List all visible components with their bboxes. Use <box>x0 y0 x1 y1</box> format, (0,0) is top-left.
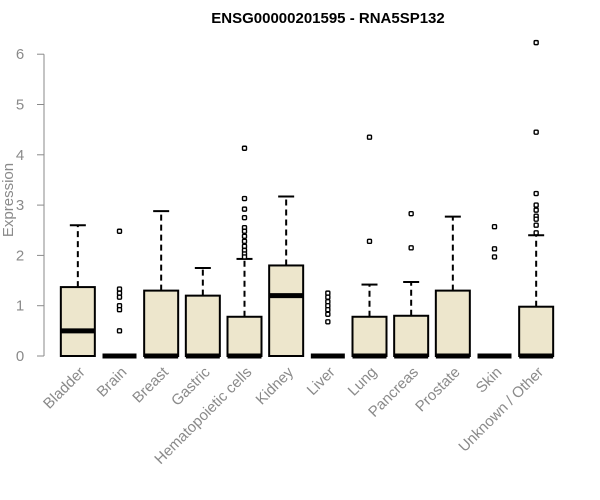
chart-title: ENSG00000201595 - RNA5SP132 <box>211 10 444 27</box>
outlier-point <box>366 238 373 245</box>
outlier-point <box>241 228 248 234</box>
outlier-point <box>325 307 331 313</box>
outlier-point <box>116 294 123 300</box>
box-body <box>434 289 471 357</box>
y-tick-label: 3 <box>16 197 24 214</box>
y-tick-label: 4 <box>16 147 24 164</box>
box-series <box>59 39 555 359</box>
box-body <box>351 315 388 357</box>
outlier-point <box>116 307 123 313</box>
y-tick-label: 2 <box>16 247 24 264</box>
box-body <box>143 289 180 357</box>
outlier-point <box>241 233 248 239</box>
x-tick-label: Skin <box>473 364 506 397</box>
outlier-point <box>325 294 331 300</box>
outlier-point <box>408 210 414 217</box>
outlier-point <box>491 254 498 260</box>
box-unknown-other <box>518 39 555 359</box>
outlier-point <box>325 311 331 317</box>
outlier-point <box>533 230 539 236</box>
box-body <box>184 294 221 358</box>
outlier-point <box>533 216 539 222</box>
box-skin <box>477 224 512 359</box>
box-prostate <box>434 215 471 359</box>
outlier-point <box>241 145 248 151</box>
outlier-point <box>241 238 248 245</box>
y-axis: 0 1 2 3 4 5 6 <box>16 46 45 365</box>
box-liver <box>310 290 345 359</box>
x-tick-label: Breast <box>129 363 172 406</box>
box-brain <box>102 228 137 359</box>
x-tick-label: Bladder <box>40 364 89 413</box>
box-body <box>268 264 305 357</box>
box-body <box>393 314 430 358</box>
outlier-point <box>533 129 539 135</box>
outlier-point <box>533 39 539 46</box>
outlier-point <box>241 214 248 221</box>
y-tick-label: 5 <box>16 97 24 114</box>
y-tick-label: 1 <box>16 298 24 315</box>
x-tick-label: Prostate <box>412 364 464 416</box>
box-body <box>59 286 96 357</box>
x-tick-label: Liver <box>304 364 339 399</box>
outlier-point <box>241 195 248 202</box>
x-tick-label: Brain <box>94 364 131 401</box>
outlier-point <box>533 190 539 197</box>
outlier-point <box>491 246 498 252</box>
box-lung <box>351 134 388 359</box>
outlier-point <box>325 319 331 325</box>
outlier-point <box>241 254 248 260</box>
outlier-point <box>533 207 539 213</box>
box-body <box>518 305 555 357</box>
outlier-point <box>408 245 414 251</box>
x-tick-label: Kidney <box>253 363 298 408</box>
y-tick-label: 0 <box>16 348 24 365</box>
outlier-point <box>533 202 539 208</box>
box-bladder <box>59 224 96 357</box>
box-hematopoietic-cells <box>226 145 263 359</box>
outlier-point <box>116 328 123 334</box>
y-axis-label: Expression <box>0 163 17 237</box>
outlier-point <box>491 224 498 230</box>
box-gastric <box>184 266 221 359</box>
outlier-point <box>116 228 123 234</box>
box-kidney <box>268 195 305 357</box>
y-tick-label: 6 <box>16 46 24 63</box>
outlier-point <box>366 134 373 140</box>
box-pancreas <box>393 210 430 359</box>
x-tick-label: Lung <box>345 364 381 400</box>
box-body <box>226 315 263 357</box>
outlier-point <box>533 222 539 228</box>
outlier-point <box>241 206 248 212</box>
box-breast <box>143 210 180 359</box>
